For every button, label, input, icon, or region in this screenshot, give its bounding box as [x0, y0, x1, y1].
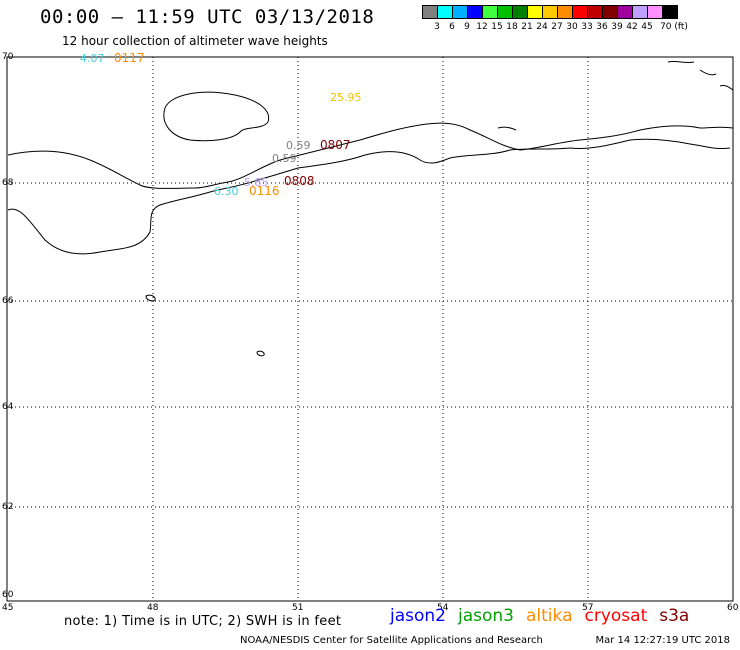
- scale-tick-label: 21: [521, 22, 533, 32]
- scale-tick-label: 27: [551, 22, 563, 32]
- scale-tick-label: 42: [626, 22, 638, 32]
- island-outline: [163, 91, 270, 142]
- satellite-legend: jason2 jason3 altika cryosat s3a: [390, 606, 689, 626]
- scale-tick-label: 6: [449, 22, 455, 32]
- lat-label: 68: [2, 178, 14, 188]
- graticule: [7, 57, 733, 601]
- note-text: note: 1) Time is in UTC; 2) SWH is in fe…: [64, 614, 342, 629]
- satellite-s3a: s3a: [659, 606, 690, 626]
- wave-height-value: 4.07: [80, 52, 105, 65]
- scale-tick-label: 18: [506, 22, 518, 32]
- satellite-jason3: jason3: [458, 606, 514, 626]
- wave-height-value: 6.30: [214, 185, 239, 198]
- lat-label: 62: [2, 502, 14, 512]
- scale-tick-label: 39: [611, 22, 623, 32]
- scale-tick-label: 36: [596, 22, 608, 32]
- scale-tick-label: 3: [434, 22, 440, 32]
- lat-label: 70: [2, 52, 14, 62]
- small-island-1: [145, 294, 156, 302]
- coastline-south: [7, 167, 299, 255]
- satellite-altika: altika: [526, 606, 573, 626]
- scale-tick-label: 12: [476, 22, 488, 32]
- small-island-2: [256, 350, 265, 357]
- wave-height-value: 5.85: [244, 176, 269, 189]
- satellite-jason2: jason2: [390, 606, 446, 626]
- pass-time-label: 0116: [249, 184, 280, 198]
- wave-height-value: 25.95: [330, 91, 362, 104]
- scale-tick-label: 30: [566, 22, 578, 32]
- scale-swatch: [662, 5, 678, 19]
- coastline: [7, 122, 734, 189]
- map-frame: [6, 56, 734, 602]
- pass-time-label: 0117: [114, 51, 145, 65]
- lon-label: 45: [2, 603, 14, 613]
- footer: NOAA/NESDIS Center for Satellite Applica…: [240, 635, 730, 646]
- map-title: 00:00 – 11:59 UTC 03/13/2018: [40, 6, 375, 28]
- scale-tick-label: 15: [491, 22, 503, 32]
- lon-label: 51: [292, 603, 304, 613]
- credit-text: NOAA/NESDIS Center for Satellite Applica…: [240, 635, 543, 646]
- wave-height-color-scale: 3 6 9 12 15 18 21 24 27 30 33 36 39 42 45 70 (ft): [422, 5, 688, 32]
- pass-time-label: 0807: [320, 138, 351, 152]
- scale-tick-label: 24: [536, 22, 548, 32]
- generated-timestamp: Mar 14 12:27:19 UTC 2018: [595, 635, 731, 646]
- scale-tick-label: 45: [641, 22, 653, 32]
- lon-label: 48: [147, 603, 159, 613]
- pass-time-label: 0808: [284, 174, 315, 188]
- coastline-east: [297, 138, 731, 169]
- scale-tick-label: 33: [581, 22, 593, 32]
- scale-tick-label: 9: [464, 22, 470, 32]
- lon-label: 60: [727, 603, 739, 613]
- wave-height-value: 0.59: [272, 152, 297, 165]
- north-islands: [497, 60, 734, 131]
- lon-label: 54: [437, 603, 449, 613]
- scale-tick-label: 70 (ft): [660, 22, 688, 32]
- satellite-cryosat: cryosat: [584, 606, 648, 626]
- lat-label: 64: [2, 402, 14, 412]
- wave-height-value: 0.59: [286, 139, 311, 152]
- lat-label: 66: [2, 296, 14, 306]
- lat-label: 60: [2, 590, 14, 600]
- lon-label: 57: [582, 603, 594, 613]
- map-subtitle: 12 hour collection of altimeter wave hei…: [62, 34, 328, 48]
